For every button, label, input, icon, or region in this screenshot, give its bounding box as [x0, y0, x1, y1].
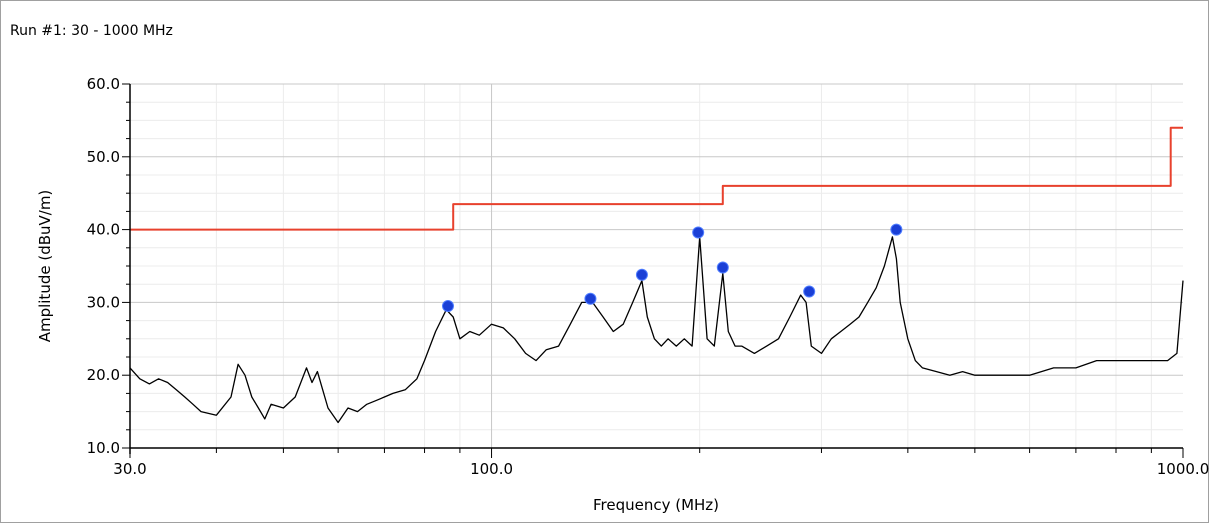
- limit-line: [130, 126, 1183, 231]
- y-tick-label: 20.0: [87, 366, 120, 384]
- y-tick-label: 40.0: [87, 221, 120, 239]
- y-tick-label: 60.0: [87, 75, 120, 93]
- peak-marker: [441, 300, 454, 313]
- series-layer: [129, 126, 1184, 424]
- y-tick-label: 50.0: [87, 148, 120, 166]
- y-axis-label: Amplitude (dBuV/m): [36, 190, 54, 343]
- x-tick-label: 100.0: [470, 460, 513, 478]
- peak-marker: [716, 261, 729, 274]
- y-tick-label: 10.0: [87, 439, 120, 457]
- axes-layer: [122, 83, 1184, 458]
- x-axis-label: Frequency (MHz): [593, 496, 719, 514]
- panel-title: Run #1: 30 - 1000 MHz: [10, 23, 173, 39]
- y-tick-label: 30.0: [87, 293, 120, 311]
- peak-marker: [803, 285, 816, 298]
- minor-grid: [130, 84, 1183, 448]
- peak-marker: [890, 223, 903, 236]
- peak-marker: [584, 292, 597, 305]
- x-tick-label: 30.0: [113, 460, 146, 478]
- marker-layer: [441, 223, 903, 313]
- major-grid: [130, 83, 1183, 449]
- measurement-trace: [129, 236, 1184, 424]
- peak-marker: [692, 226, 705, 239]
- peak-marker: [635, 268, 648, 281]
- x-tick-label: 1000.0: [1157, 460, 1209, 478]
- tick-labels: 10.0 20.0 30.0 40.0 50.0 60.0 30.0 100.0 1000.0: [87, 75, 1209, 478]
